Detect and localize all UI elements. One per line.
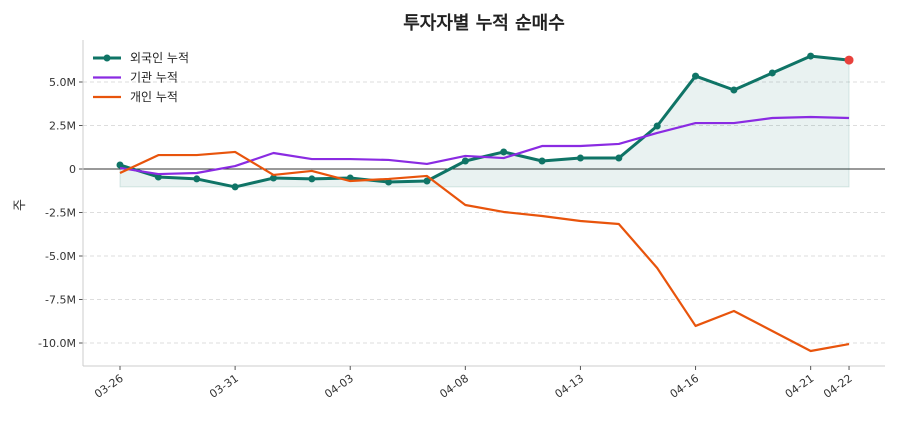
data-point [538, 157, 546, 165]
x-tick-label: 03-31 [207, 372, 241, 401]
data-point [807, 52, 815, 60]
data-point [269, 174, 277, 182]
data-point [308, 175, 316, 183]
data-point [653, 122, 661, 130]
legend-marker [103, 54, 111, 62]
y-axis-label: 주 [13, 199, 28, 211]
legend-label: 개인 누적 [130, 90, 178, 104]
y-tick-label: -2.5M [45, 207, 76, 220]
x-tick-label: 04-13 [553, 372, 587, 401]
data-point [576, 154, 584, 162]
data-point [461, 157, 469, 165]
data-point [768, 69, 776, 77]
x-tick-label: 04-16 [668, 372, 702, 401]
y-tick-label: -10.0M [38, 337, 76, 350]
y-tick-label: -5.0M [45, 250, 76, 263]
legend-label: 외국인 누적 [130, 51, 189, 65]
x-tick-label: 04-21 [783, 372, 817, 401]
data-point [193, 175, 201, 183]
data-point [500, 148, 508, 156]
data-point [423, 177, 431, 185]
data-point [116, 161, 124, 169]
data-point [385, 178, 393, 186]
data-point [615, 154, 623, 162]
y-tick-label: 0 [69, 163, 76, 176]
y-tick-label: -7.5M [45, 294, 76, 307]
data-point [231, 183, 239, 191]
data-point [692, 72, 700, 80]
series-line [119, 150, 850, 353]
legend-label: 기관 누적 [130, 71, 178, 85]
data-point [730, 86, 738, 94]
x-tick-label: 04-08 [437, 372, 471, 401]
x-tick-label: 03-26 [92, 372, 126, 401]
series-line [119, 115, 850, 176]
x-tick-label: 04-03 [322, 372, 356, 401]
last-point-marker [844, 55, 854, 65]
y-tick-label: 5.0M [49, 76, 76, 89]
y-tick-label: 2.5M [49, 120, 76, 133]
data-point [154, 173, 162, 181]
chart-title: 투자자별 누적 순매수 [403, 13, 565, 34]
x-tick-label: 04-22 [821, 372, 855, 401]
